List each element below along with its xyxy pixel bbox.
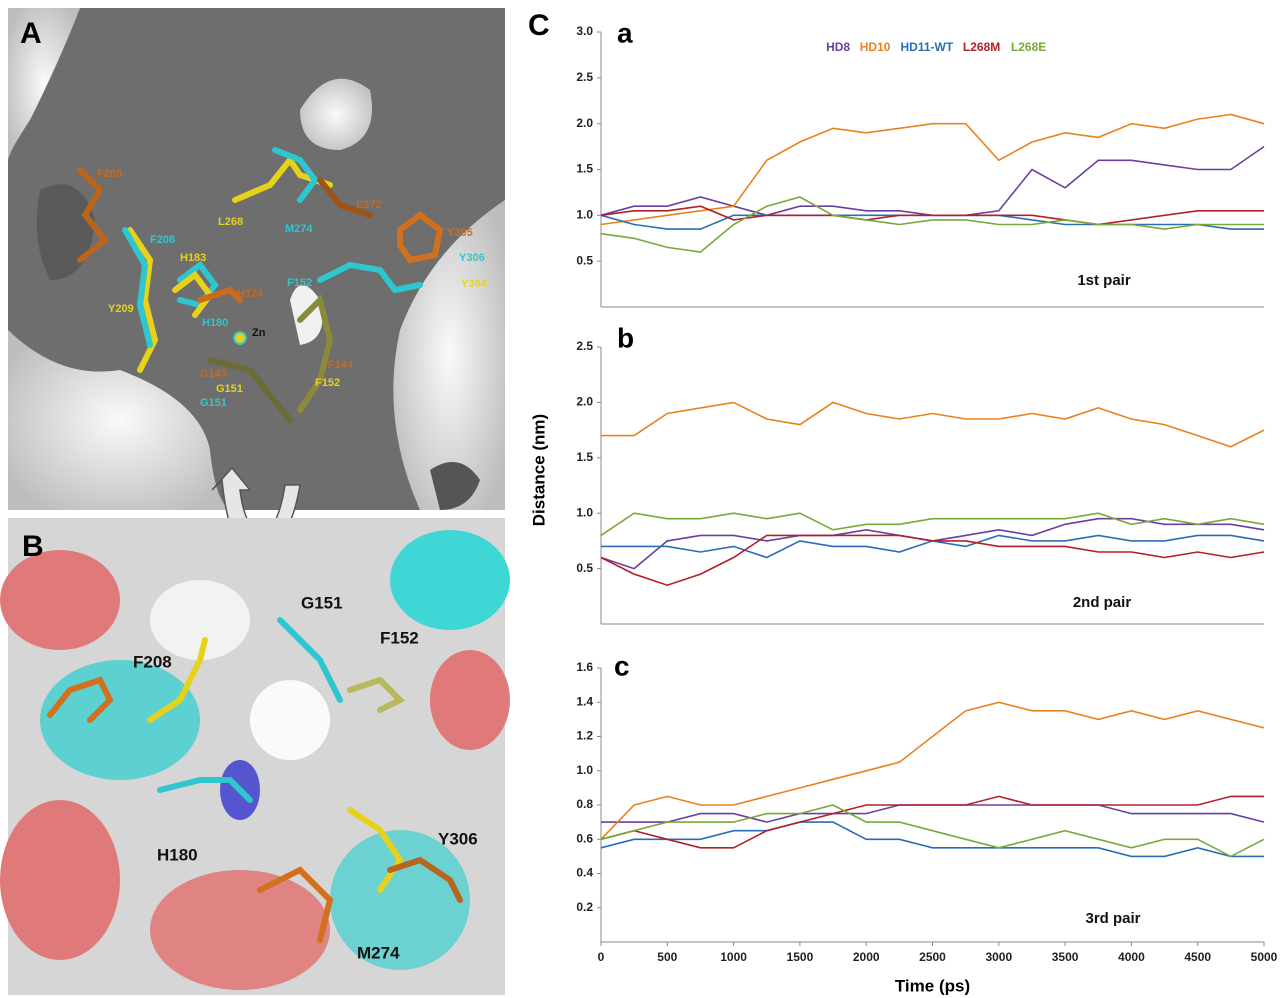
residue-label: H180 bbox=[202, 317, 228, 329]
x-tick-label: 0 bbox=[598, 950, 605, 964]
residue-label: Zn bbox=[252, 327, 266, 339]
residue-label: G151 bbox=[301, 593, 343, 612]
legend-entry: L268M bbox=[963, 40, 1000, 54]
residue-label: F152 bbox=[380, 628, 419, 647]
residue-label: F208 bbox=[133, 652, 172, 671]
y-axis-label: Distance (nm) bbox=[529, 414, 548, 526]
residue-label: F144 bbox=[328, 359, 354, 371]
x-tick-label: 1500 bbox=[787, 950, 814, 964]
x-tick-label: 1000 bbox=[720, 950, 747, 964]
residue-label: M274 bbox=[285, 223, 313, 235]
legend-entry: HD10 bbox=[860, 40, 891, 54]
y-tick-label: 0.4 bbox=[576, 866, 593, 880]
y-tick-label: 1.6 bbox=[576, 660, 593, 674]
residue-label: H174 bbox=[237, 288, 264, 300]
annotation: 2nd pair bbox=[1073, 594, 1132, 611]
x-tick-label: 2500 bbox=[919, 950, 946, 964]
y-tick-label: 1.5 bbox=[576, 162, 593, 176]
y-tick-label: 2.0 bbox=[576, 116, 593, 130]
series-line bbox=[601, 215, 1264, 229]
residue-label: G151 bbox=[216, 383, 243, 395]
residue-label: H183 bbox=[180, 252, 206, 264]
residue-label: Y305 bbox=[447, 227, 473, 239]
y-tick-label: 1.0 bbox=[576, 505, 593, 519]
residue-label: F152 bbox=[287, 277, 312, 289]
x-tick-label: 3000 bbox=[985, 950, 1012, 964]
residue-label: H180 bbox=[157, 845, 198, 864]
y-tick-label: 1.4 bbox=[576, 694, 593, 708]
x-tick-label: 4500 bbox=[1184, 950, 1211, 964]
residue-label: Y304 bbox=[461, 278, 488, 290]
y-tick-label: 2.0 bbox=[576, 395, 593, 409]
chart-title: b bbox=[617, 322, 634, 353]
panel-a-image bbox=[8, 8, 505, 510]
residue-label: Y306 bbox=[438, 829, 478, 848]
panel-label: B bbox=[22, 530, 44, 563]
x-tick-label: 3500 bbox=[1052, 950, 1079, 964]
y-tick-label: 1.0 bbox=[576, 763, 593, 777]
residue-label: F152 bbox=[315, 377, 340, 389]
y-tick-label: 2.5 bbox=[576, 70, 593, 84]
residue-label: M274 bbox=[357, 943, 400, 962]
y-tick-label: 1.5 bbox=[576, 450, 593, 464]
annotation: 1st pair bbox=[1077, 272, 1131, 289]
chart-title: a bbox=[617, 17, 633, 48]
residue-label: Y306 bbox=[459, 252, 485, 264]
residue-label: F205 bbox=[97, 168, 122, 180]
series-line bbox=[601, 535, 1264, 557]
y-tick-label: 1.2 bbox=[576, 729, 593, 743]
residue-label: G143 bbox=[200, 368, 227, 380]
charts: 0.5 1.0 1.5 2.0 2.5 3.0 a 1st pair HD8 HD10 HD11-W… bbox=[529, 17, 1277, 995]
series-line bbox=[601, 402, 1264, 446]
x-tick-label: 500 bbox=[657, 950, 677, 964]
series-line bbox=[601, 519, 1264, 569]
residue-label: F208 bbox=[150, 234, 175, 246]
series-line bbox=[601, 206, 1264, 224]
residue-label: G151 bbox=[200, 397, 227, 409]
annotation: 3rd pair bbox=[1085, 910, 1140, 927]
chart-title: c bbox=[614, 650, 630, 681]
series-line bbox=[601, 805, 1264, 856]
residue-label: L268 bbox=[218, 216, 243, 228]
panel-label: C bbox=[528, 9, 550, 42]
figure: A B C F205 F208 H183 H174 Y209 H180 Zn G… bbox=[0, 0, 1286, 998]
y-tick-label: 0.6 bbox=[576, 831, 593, 845]
y-tick-label: 2.5 bbox=[576, 339, 593, 353]
series-line bbox=[601, 702, 1264, 839]
legend-entry: L268E bbox=[1011, 40, 1046, 54]
series-line bbox=[601, 535, 1264, 585]
y-tick-label: 0.8 bbox=[576, 797, 593, 811]
y-tick-label: 0.5 bbox=[576, 253, 593, 267]
y-tick-label: 0.2 bbox=[576, 900, 593, 914]
y-tick-label: 0.5 bbox=[576, 561, 593, 575]
panel-label: A bbox=[20, 17, 42, 50]
series-line bbox=[601, 115, 1264, 225]
x-axis-label: Time (ps) bbox=[895, 976, 970, 995]
page: A B C F205 F208 H183 H174 Y209 H180 Zn G… bbox=[0, 0, 1286, 998]
legend-entry: HD8 bbox=[826, 40, 850, 54]
series-line bbox=[601, 147, 1264, 216]
y-tick-label: 1.0 bbox=[576, 208, 593, 222]
residue-label: E272 bbox=[356, 199, 382, 211]
x-tick-label: 4000 bbox=[1118, 950, 1145, 964]
x-tick-label: 2000 bbox=[853, 950, 880, 964]
residue-label: Y209 bbox=[108, 303, 134, 315]
legend-entry: HD11-WT bbox=[901, 40, 954, 54]
y-tick-label: 3.0 bbox=[576, 24, 593, 38]
x-tick-label: 5000 bbox=[1251, 950, 1278, 964]
panel-b-image bbox=[0, 518, 510, 995]
series-line bbox=[601, 805, 1264, 822]
